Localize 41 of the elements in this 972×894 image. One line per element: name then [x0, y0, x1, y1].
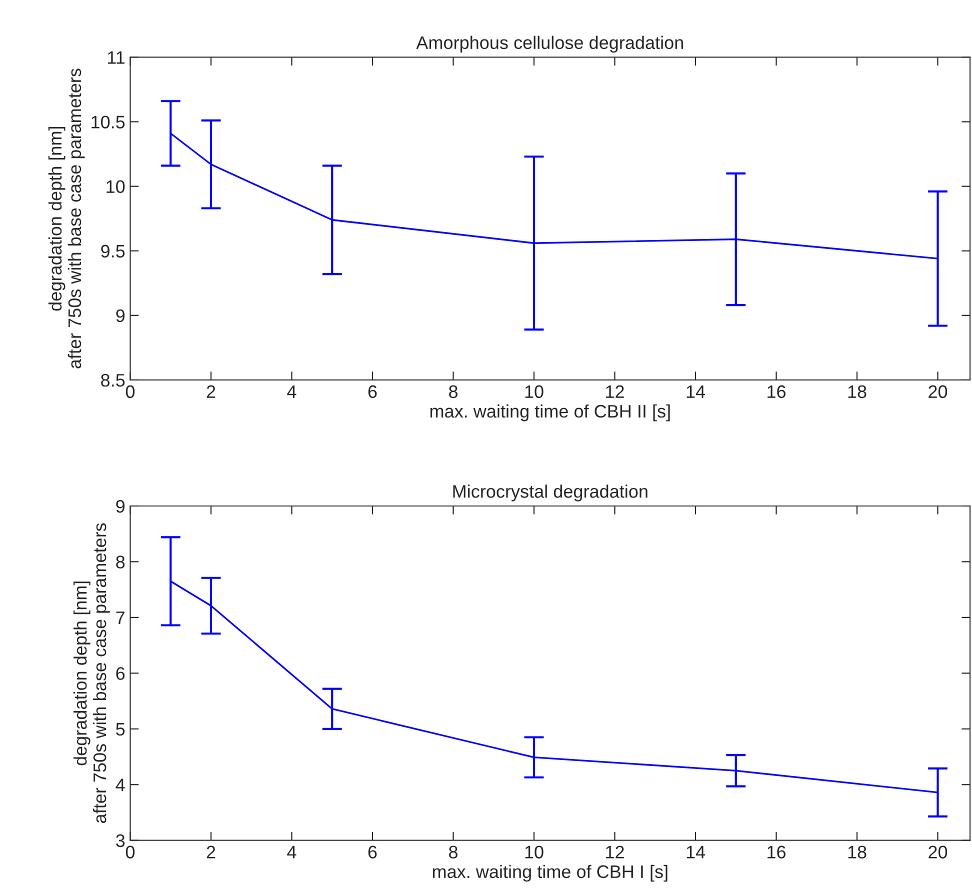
y-tick-label: 7 [116, 612, 124, 624]
x-tick-label: 20 [928, 846, 948, 858]
x-tick-label: 8 [449, 385, 458, 398]
y-axis-title: degradation depth [nm] after 750s with base case parameters [74, 523, 110, 823]
x-tick-label: 8 [449, 846, 458, 858]
x-tick-label: 6 [368, 846, 377, 858]
x-axis-title: max. waiting time of CBH II [s] [430, 404, 670, 422]
x-tick-label: 0 [126, 385, 135, 398]
x-tick-label: 4 [287, 846, 296, 858]
y-tick-label: 8.5 [101, 374, 125, 387]
y-tick-label: 8 [116, 556, 125, 568]
x-tick-label: 18 [848, 385, 866, 398]
x-tick-label: 16 [768, 846, 786, 858]
x-tick-label: 14 [686, 846, 706, 858]
y-tick-label: 10.5 [92, 116, 125, 128]
y-axis-title: degradation depth [nm] after 750s with base case parameters [48, 68, 85, 368]
x-axis-title: max. waiting time of CBH I [s] [432, 864, 668, 882]
y-tick-label: 4 [116, 778, 125, 792]
x-tick-label: 0 [126, 846, 135, 858]
x-tick-label: 12 [606, 385, 624, 398]
x-tick-label: 2 [206, 846, 216, 858]
x-tick-label: 10 [525, 385, 544, 398]
y-tick-label: 9.5 [101, 244, 125, 258]
y-tick-label: 3 [116, 834, 125, 848]
y-tick-label: 9 [116, 500, 125, 513]
chart-title: Amorphous cellulose degradation [416, 36, 683, 53]
y-tick-label: 10 [106, 180, 125, 194]
x-tick-label: 10 [525, 846, 544, 858]
y-tick-label: 5 [116, 723, 125, 736]
chart-title: Microcrystal degradation [453, 484, 648, 502]
x-tick-label: 4 [287, 385, 296, 398]
x-tick-label: 16 [768, 385, 786, 398]
x-tick-label: 18 [848, 846, 866, 858]
x-tick-label: 2 [206, 385, 216, 398]
x-tick-label: 20 [928, 385, 948, 398]
x-tick-label: 12 [606, 846, 624, 858]
y-tick-label: 6 [116, 667, 125, 680]
y-tick-label: 11 [108, 51, 125, 64]
y-tick-label: 9 [116, 309, 125, 322]
x-tick-label: 6 [368, 385, 377, 398]
x-tick-label: 14 [686, 385, 706, 398]
